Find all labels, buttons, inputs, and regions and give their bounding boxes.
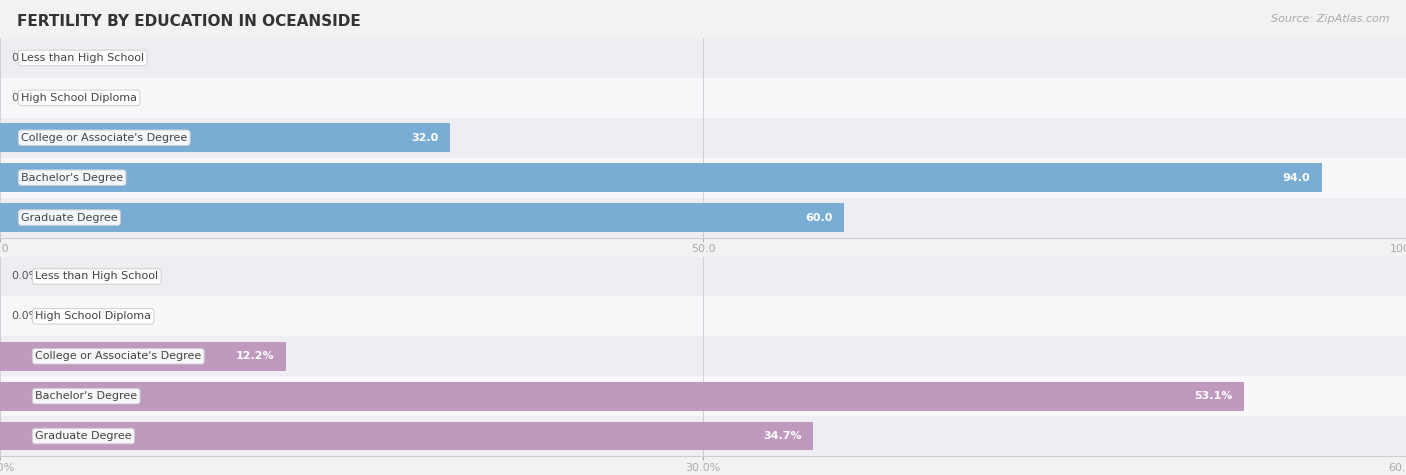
Text: High School Diploma: High School Diploma — [21, 93, 138, 103]
Bar — [0, 78, 1406, 118]
Bar — [0, 422, 813, 450]
Bar — [0, 256, 1406, 296]
Text: 32.0: 32.0 — [412, 133, 439, 143]
Text: 0.0%: 0.0% — [11, 311, 39, 322]
Text: Less than High School: Less than High School — [35, 271, 159, 282]
Text: College or Associate's Degree: College or Associate's Degree — [35, 351, 201, 361]
Bar — [0, 158, 1406, 198]
Text: 0.0: 0.0 — [11, 93, 30, 103]
Text: 0.0: 0.0 — [11, 53, 30, 63]
Bar — [0, 203, 844, 232]
Text: Bachelor's Degree: Bachelor's Degree — [35, 391, 138, 401]
Text: FERTILITY BY EDUCATION IN OCEANSIDE: FERTILITY BY EDUCATION IN OCEANSIDE — [17, 14, 360, 29]
Bar — [0, 336, 1406, 376]
Text: 94.0: 94.0 — [1282, 172, 1310, 183]
Bar — [0, 342, 285, 370]
Text: 53.1%: 53.1% — [1195, 391, 1233, 401]
Bar — [0, 198, 1406, 238]
Bar — [0, 38, 1406, 78]
Text: 12.2%: 12.2% — [236, 351, 274, 361]
Text: 0.0%: 0.0% — [11, 271, 39, 282]
Bar — [0, 416, 1406, 456]
Bar — [0, 163, 1322, 192]
Text: Source: ZipAtlas.com: Source: ZipAtlas.com — [1271, 14, 1389, 24]
Text: Graduate Degree: Graduate Degree — [21, 212, 118, 223]
Bar — [0, 382, 1244, 410]
Text: 34.7%: 34.7% — [763, 431, 801, 441]
Bar — [0, 124, 450, 152]
Text: College or Associate's Degree: College or Associate's Degree — [21, 133, 187, 143]
Text: 60.0: 60.0 — [806, 212, 832, 223]
Text: Less than High School: Less than High School — [21, 53, 145, 63]
Bar — [0, 376, 1406, 416]
Bar — [0, 118, 1406, 158]
Bar — [0, 296, 1406, 336]
Text: Bachelor's Degree: Bachelor's Degree — [21, 172, 124, 183]
Text: Graduate Degree: Graduate Degree — [35, 431, 132, 441]
Text: High School Diploma: High School Diploma — [35, 311, 152, 322]
